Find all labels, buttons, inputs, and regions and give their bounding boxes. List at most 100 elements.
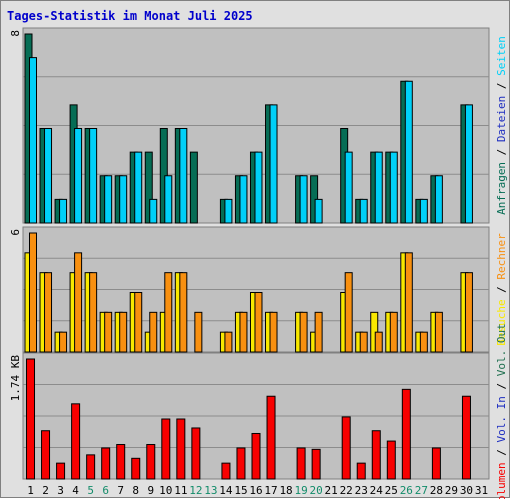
bar-rechner-19 xyxy=(299,311,308,353)
x-tick-label-14: 14 xyxy=(219,484,233,497)
bar-rechner-8 xyxy=(134,292,143,353)
legend-volume: Volumen / Vol. In / Vol. Out xyxy=(495,323,508,499)
legend-entry: Seiten xyxy=(495,36,508,76)
bar-seiten-28 xyxy=(434,175,443,224)
bar-volumen-26 xyxy=(401,388,411,480)
bar-seiten-5 xyxy=(89,128,98,224)
x-tick-label-1: 1 xyxy=(27,484,34,497)
bar-seiten-19 xyxy=(299,175,308,224)
bar-rechner-4 xyxy=(74,252,83,353)
legend-visits: Besuche / Rechner xyxy=(495,233,508,346)
bar-volumen-30 xyxy=(461,395,471,480)
x-tick-label-8: 8 xyxy=(132,484,139,497)
bar-seiten-16 xyxy=(254,151,263,224)
bar-volumen-7 xyxy=(116,444,126,480)
bar-volumen-1 xyxy=(26,358,36,480)
bar-seiten-25 xyxy=(389,151,398,224)
x-tick-label-7: 7 xyxy=(117,484,124,497)
x-tick-label-3: 3 xyxy=(57,484,64,497)
panel-hits: 8 Anfragen / Dateien / Seiten xyxy=(9,27,508,224)
bar-rechner-1 xyxy=(29,232,37,353)
bar-volumen-3 xyxy=(56,462,66,480)
bar-volumen-9 xyxy=(146,444,156,480)
bar-volumen-28 xyxy=(431,447,441,480)
legend-entry: / xyxy=(495,376,508,396)
x-tick-label-19: 19 xyxy=(294,484,307,497)
x-tick-label-29: 29 xyxy=(445,484,458,497)
bar-seiten-10 xyxy=(164,175,173,224)
bar-seiten-9 xyxy=(149,198,158,224)
bar-rechner-11 xyxy=(179,272,188,353)
legend-entry: / xyxy=(495,442,508,462)
bar-volumen-8 xyxy=(131,457,141,480)
bar-seiten-20 xyxy=(314,198,323,224)
legend-entry: Volumen xyxy=(495,462,508,499)
bar-seiten-4 xyxy=(74,128,83,224)
legend-hits: Anfragen / Dateien / Seiten xyxy=(495,36,508,215)
x-tick-label-27: 27 xyxy=(415,484,428,497)
bar-rechner-26 xyxy=(404,252,413,353)
bar-rechner-17 xyxy=(269,311,278,353)
y-max-label-visits: 6 xyxy=(9,229,22,236)
legend-entry: Vol. Out xyxy=(495,323,508,376)
x-tick-label-11: 11 xyxy=(174,484,187,497)
x-tick-label-5: 5 xyxy=(87,484,94,497)
legend-entry: Dateien xyxy=(495,96,508,142)
bar-rechner-2 xyxy=(44,272,53,353)
bar-rechner-9 xyxy=(149,311,158,353)
x-tick-label-26: 26 xyxy=(400,484,413,497)
x-tick-label-4: 4 xyxy=(72,484,79,497)
legend-entry: / xyxy=(495,76,508,96)
bar-rechner-24 xyxy=(374,331,383,353)
bar-seiten-23 xyxy=(359,198,368,224)
bar-rechner-5 xyxy=(89,272,98,353)
panel-volume: 1.74 KB Volumen / Vol. In / Vol. Out xyxy=(9,323,508,499)
bar-seiten-7 xyxy=(119,175,128,224)
x-tick-label-21: 21 xyxy=(325,484,338,497)
x-tick-label-31: 31 xyxy=(475,484,488,497)
x-tick-label-6: 6 xyxy=(102,484,109,497)
bar-volumen-22 xyxy=(341,416,351,480)
bar-rechner-10 xyxy=(164,272,173,353)
legend-entry: / xyxy=(495,142,508,162)
x-tick-label-12: 12 xyxy=(189,484,202,497)
x-tick-label-10: 10 xyxy=(159,484,172,497)
bar-volumen-23 xyxy=(356,462,366,480)
x-tick-label-28: 28 xyxy=(430,484,443,497)
bar-seiten-3 xyxy=(59,198,68,224)
bar-rechner-14 xyxy=(224,331,233,353)
bar-rechner-20 xyxy=(314,311,323,353)
bar-volumen-16 xyxy=(251,432,261,480)
x-tick-label-15: 15 xyxy=(234,484,247,497)
panel-visits: 6 Besuche / Rechner xyxy=(9,226,508,353)
x-tick-label-9: 9 xyxy=(147,484,154,497)
bar-seiten-14 xyxy=(224,198,233,224)
x-tick-label-18: 18 xyxy=(279,484,292,497)
bar-volumen-10 xyxy=(161,418,171,480)
bar-rechner-6 xyxy=(104,311,113,353)
x-tick-label-23: 23 xyxy=(355,484,368,497)
x-tick-label-2: 2 xyxy=(42,484,49,497)
x-tick-label-24: 24 xyxy=(370,484,384,497)
bar-rechner-30 xyxy=(464,272,473,353)
bar-volumen-17 xyxy=(266,395,276,480)
bar-rechner-25 xyxy=(389,311,398,353)
x-tick-label-16: 16 xyxy=(249,484,262,497)
bar-volumen-4 xyxy=(71,403,81,480)
bar-rechner-28 xyxy=(434,311,443,353)
bar-seiten-11 xyxy=(179,128,188,224)
bar-seiten-27 xyxy=(419,198,428,224)
chart-title: Tages-Statistik im Monat Juli 2025 xyxy=(7,9,253,23)
bar-rechner-3 xyxy=(59,331,68,353)
bar-rechner-22 xyxy=(344,272,353,353)
bar-anfragen-9 xyxy=(144,151,153,224)
legend-entry: Rechner xyxy=(495,233,508,280)
bar-seiten-17 xyxy=(269,104,278,224)
bar-volumen-14 xyxy=(221,462,231,480)
bar-seiten-2 xyxy=(44,128,53,224)
x-tick-label-17: 17 xyxy=(264,484,277,497)
bar-volumen-19 xyxy=(296,447,306,480)
bar-volumen-11 xyxy=(176,418,186,480)
